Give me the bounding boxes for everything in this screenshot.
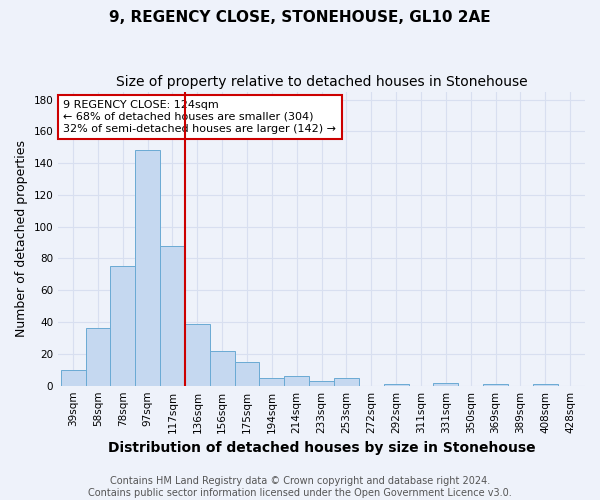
- Text: 9 REGENCY CLOSE: 124sqm
← 68% of detached houses are smaller (304)
32% of semi-d: 9 REGENCY CLOSE: 124sqm ← 68% of detache…: [64, 100, 337, 134]
- Bar: [384, 384, 409, 386]
- Bar: [61, 370, 86, 386]
- Bar: [235, 362, 259, 386]
- Bar: [135, 150, 160, 386]
- Y-axis label: Number of detached properties: Number of detached properties: [15, 140, 28, 337]
- Text: Contains HM Land Registry data © Crown copyright and database right 2024.
Contai: Contains HM Land Registry data © Crown c…: [88, 476, 512, 498]
- Bar: [334, 378, 359, 386]
- Bar: [86, 328, 110, 386]
- Bar: [259, 378, 284, 386]
- Bar: [433, 382, 458, 386]
- Bar: [284, 376, 309, 386]
- Text: 9, REGENCY CLOSE, STONEHOUSE, GL10 2AE: 9, REGENCY CLOSE, STONEHOUSE, GL10 2AE: [109, 10, 491, 25]
- Bar: [533, 384, 557, 386]
- Bar: [160, 246, 185, 386]
- Bar: [185, 324, 210, 386]
- Title: Size of property relative to detached houses in Stonehouse: Size of property relative to detached ho…: [116, 75, 527, 89]
- Bar: [210, 350, 235, 386]
- Bar: [309, 381, 334, 386]
- Bar: [483, 384, 508, 386]
- X-axis label: Distribution of detached houses by size in Stonehouse: Distribution of detached houses by size …: [108, 441, 535, 455]
- Bar: [110, 266, 135, 386]
